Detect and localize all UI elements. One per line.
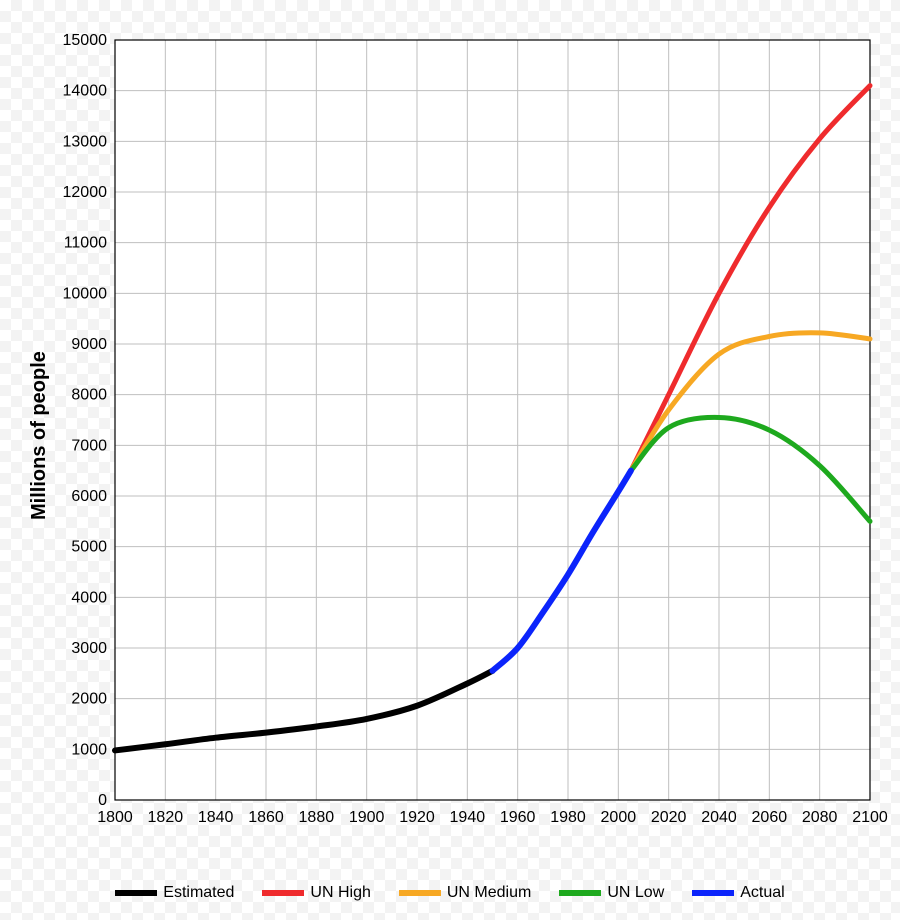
x-tick-label: 2060 [752,809,788,826]
x-tick-label: 1940 [450,809,486,826]
legend-label-estimated: Estimated [163,884,234,902]
x-tick-label: 2000 [601,809,637,826]
y-tick-label: 13000 [63,133,108,150]
legend-swatch-estimated [115,890,157,896]
x-tick-label: 1980 [550,809,586,826]
legend-item-un-medium: UN Medium [399,884,531,902]
x-tick-label: 2080 [802,809,838,826]
y-tick-label: 12000 [63,184,108,201]
legend-item-un-low: UN Low [559,884,664,902]
legend-swatch-un-low [559,890,601,896]
y-axis-label: Millions of people [28,351,51,520]
x-tick-label: 2100 [852,809,888,826]
y-tick-label: 11000 [64,235,107,252]
y-tick-label: 0 [98,792,107,809]
y-tick-label: 10000 [63,285,108,302]
x-tick-label: 1920 [399,809,435,826]
legend-label-un-low: UN Low [607,884,664,902]
legend-label-un-medium: UN Medium [447,884,531,902]
y-tick-label: 6000 [71,488,107,505]
y-tick-label: 3000 [71,640,107,657]
y-tick-label: 5000 [71,539,107,556]
y-tick-label: 9000 [71,336,107,353]
x-tick-label: 1840 [198,809,234,826]
x-tick-label: 1880 [299,809,335,826]
legend-swatch-actual [692,890,734,896]
x-tick-label: 1800 [97,809,133,826]
x-tick-label: 1820 [148,809,184,826]
y-tick-label: 8000 [71,387,107,404]
x-tick-label: 2040 [701,809,737,826]
y-tick-label: 15000 [63,32,108,49]
x-tick-label: 1900 [349,809,385,826]
chart-legend: Estimated UN High UN Medium UN Low Actua… [0,884,900,902]
x-tick-label: 1860 [248,809,284,826]
population-chart: Millions of people 180018201840186018801… [0,0,900,920]
y-tick-label: 14000 [63,83,108,100]
legend-swatch-un-medium [399,890,441,896]
legend-label-un-high: UN High [310,884,370,902]
y-tick-label: 4000 [71,589,107,606]
y-tick-label: 1000 [71,741,107,758]
legend-item-estimated: Estimated [115,884,234,902]
legend-swatch-un-high [262,890,304,896]
chart-svg: 1800 1820 1840 1860 1880 1900 1920 1940 1960 1980… [0,0,900,860]
legend-item-actual: Actual [692,884,784,902]
x-tick-label: 2020 [651,809,687,826]
legend-item-un-high: UN High [262,884,370,902]
y-tick-label: 7000 [71,437,107,454]
y-tick-label: 2000 [71,691,107,708]
legend-label-actual: Actual [740,884,784,902]
x-tick-label: 1960 [500,809,536,826]
